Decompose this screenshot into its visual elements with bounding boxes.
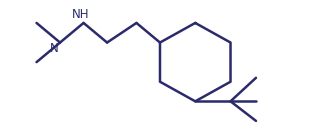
Text: NH: NH — [72, 8, 89, 21]
Text: N: N — [50, 42, 59, 55]
